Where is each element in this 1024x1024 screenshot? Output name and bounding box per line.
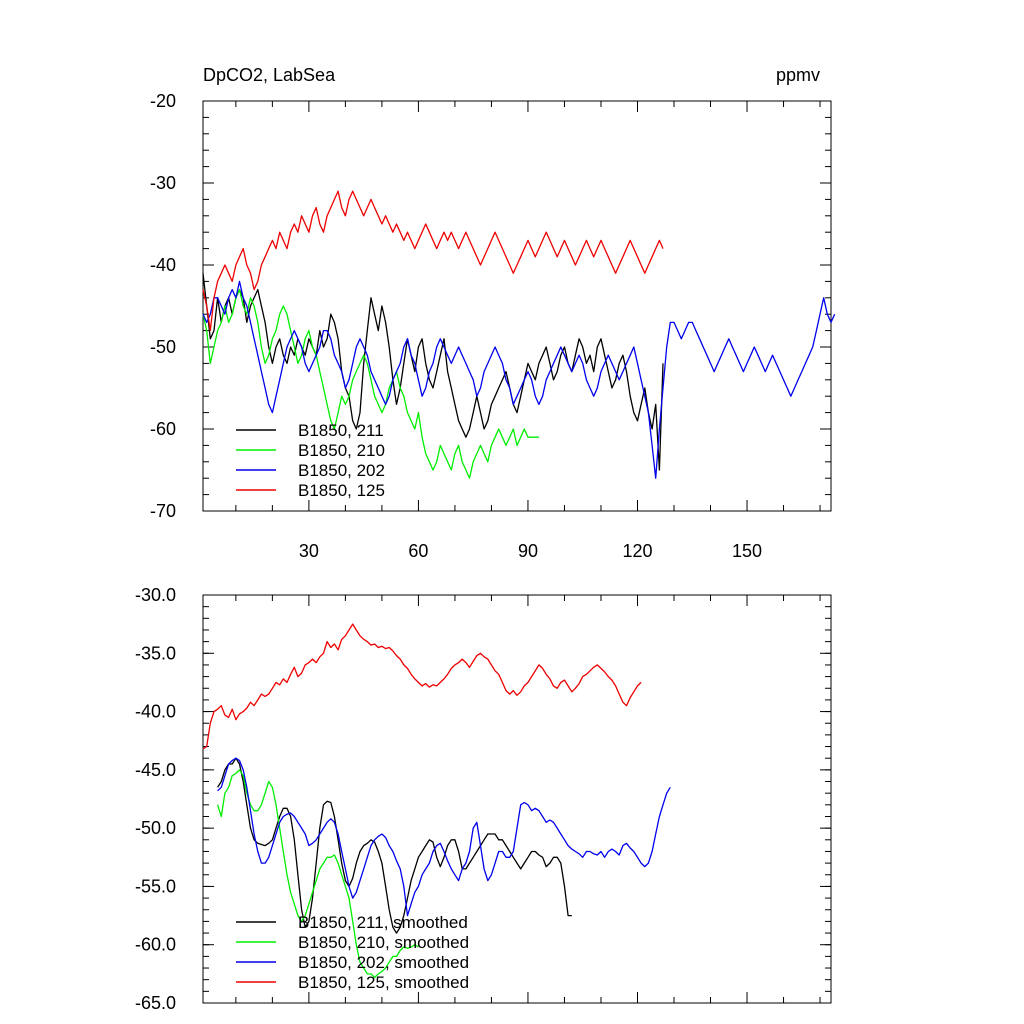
bottom-series-group bbox=[202, 623, 671, 979]
bottom-ytick-label: -55.0 bbox=[135, 876, 176, 896]
top-xtick-label: 60 bbox=[408, 541, 428, 561]
top-series-line-1 bbox=[202, 288, 539, 479]
bottom-plot-frame bbox=[202, 594, 832, 1004]
top-xtick-label: 90 bbox=[518, 541, 538, 561]
top-xtick-label: 30 bbox=[299, 541, 319, 561]
bottom-legend-label: B1850, 210, smoothed bbox=[298, 933, 469, 952]
bottom-series-line-2 bbox=[217, 757, 671, 917]
bottom-ytick-label: -35.0 bbox=[135, 643, 176, 663]
bottom-series-line-0 bbox=[217, 757, 572, 934]
top-chart-units: ppmv bbox=[776, 65, 820, 85]
top-series-line-3 bbox=[202, 190, 664, 332]
bottom-legend-label: B1850, 211, smoothed bbox=[298, 913, 468, 932]
top-axis-ticks: -20 -30 -40 -50 -60 -70 30 60 90 120 150 bbox=[150, 91, 831, 561]
bottom-ytick-label: -40.0 bbox=[135, 702, 176, 722]
bottom-series-line-1 bbox=[216, 769, 419, 979]
bottom-series-line-3 bbox=[202, 623, 642, 750]
bottom-legend-label: B1850, 202, smoothed bbox=[298, 953, 469, 972]
top-series-group bbox=[202, 190, 836, 479]
top-ytick-label: -50 bbox=[150, 337, 176, 357]
top-ytick-label: -20 bbox=[150, 91, 176, 111]
top-xtick-label: 120 bbox=[622, 541, 652, 561]
top-legend-label: B1850, 211 bbox=[298, 421, 384, 440]
bottom-ytick-label: -65.0 bbox=[135, 993, 176, 1013]
bottom-ytick-label: -45.0 bbox=[135, 760, 176, 780]
top-chart-title: DpCO2, LabSea bbox=[203, 65, 336, 85]
top-ytick-label: -40 bbox=[150, 255, 176, 275]
top-legend-label: B1850, 210 bbox=[298, 441, 385, 460]
bottom-ytick-label: -50.0 bbox=[135, 818, 176, 838]
top-legend-label: B1850, 125 bbox=[298, 481, 385, 500]
top-ytick-label: -30 bbox=[150, 173, 176, 193]
top-legend-label: B1850, 202 bbox=[298, 461, 385, 480]
top-xtick-label: 150 bbox=[732, 541, 762, 561]
top-series-line-2 bbox=[202, 280, 836, 479]
bottom-ytick-label: -30.0 bbox=[135, 585, 176, 605]
top-ytick-label: -70 bbox=[150, 501, 176, 521]
top-series-line-0 bbox=[202, 273, 664, 471]
top-ytick-label: -60 bbox=[150, 419, 176, 439]
bottom-ytick-label: -60.0 bbox=[135, 935, 176, 955]
bottom-axis-ticks: -30.0 -35.0 -40.0 -45.0 -50.0 -55.0 -60.0 -65.0 bbox=[135, 585, 831, 1013]
bottom-legend-label: B1850, 125, smoothed bbox=[298, 973, 469, 992]
top-plot-frame bbox=[202, 100, 832, 512]
